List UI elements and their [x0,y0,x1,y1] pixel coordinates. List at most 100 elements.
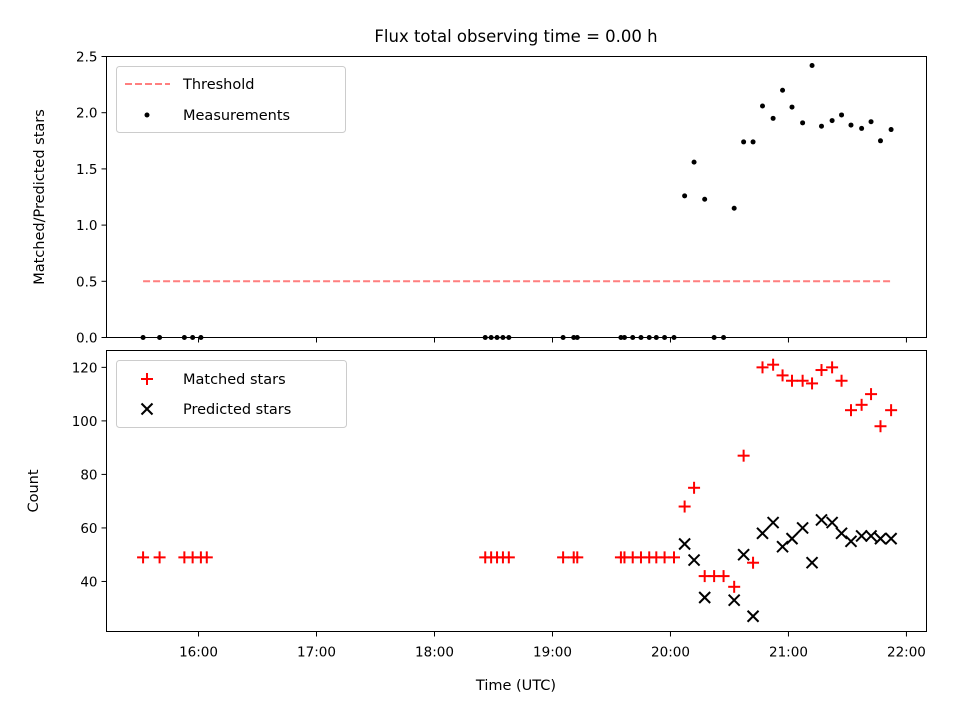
measurement-point [770,115,776,121]
matched-star-point [678,500,691,513]
top-y-axis: 0.0 0.5 1.0 1.5 2.0 2.5 [76,50,107,347]
measurement-point [789,104,795,110]
matched-star-point [137,551,150,564]
x-tick-label: 16:00 [179,645,218,661]
x-tick-label: 18:00 [415,645,454,661]
bottom-legend-box [116,360,347,428]
top-y-tick-label: 1.0 [76,218,97,234]
measurement-point [760,103,765,109]
top-y-tick-label: 2.0 [76,106,97,122]
top-axes-frame [106,56,927,338]
matched-star-point [785,374,798,387]
predicted-star-point [825,516,839,529]
predicted-star-point [785,532,799,545]
matched-star-point [557,551,570,564]
measurement-point [877,138,883,144]
matched-star-point [885,404,898,417]
predicted-star-point [698,591,711,604]
matched-star-point [767,358,780,371]
matched-legend-label: Matched stars [183,372,286,388]
bottom-plot-area [137,358,898,623]
predicted-star-point [884,532,898,545]
matched-star-point [796,374,809,387]
predicted-star-point [766,516,780,529]
measurement-point [839,112,845,118]
chart-title: Flux total observing time = 0.00 h [374,27,657,46]
matched-legend-marker [141,373,153,385]
matched-star-point [806,377,819,390]
measurement-point [741,139,747,145]
bottom-legend: Matched stars Predicted stars [116,360,347,428]
threshold-legend-label: Threshold [182,77,254,93]
measurement-point [868,119,874,125]
predicted-star-point [855,529,868,543]
bottom-y-tick-label: 60 [80,521,97,537]
matched-star-point [874,420,887,433]
predicted-star-point [737,548,750,561]
top-legend: Threshold Measurements [116,66,346,133]
matched-star-point [717,570,730,583]
predicted-star-point [815,513,828,527]
top-y-tick-label: 0.0 [76,331,97,347]
predicted-star-point [746,610,760,623]
matched-star-point [737,449,750,462]
matched-star-point [776,369,789,382]
x-tick-label: 17:00 [297,645,336,661]
predicted-star-point [727,593,741,607]
matched-star-point [747,556,760,569]
bottom-y-axis-label: Count [26,469,42,512]
bottom-axes-frame [106,350,927,632]
top-y-tick-label: 0.5 [76,274,97,290]
x-tick-label: 19:00 [533,645,572,661]
matched-star-point [200,551,213,564]
measurement-point [682,193,688,199]
measurement-point [848,122,854,128]
top-legend-box [116,66,346,133]
matched-star-point [815,364,828,377]
bottom-y-axis: 40 60 80 100 120 [72,360,107,590]
x-tick-label: 22:00 [887,645,926,661]
x-tick-label: 21:00 [769,645,808,661]
predicted-star-point [805,556,819,569]
bottom-y-tick-label: 80 [80,467,97,483]
predicted-star-point [864,529,878,543]
matched-star-point [855,398,868,411]
matched-star-point [756,361,769,374]
predicted-star-point [844,535,858,548]
predicted-star-point [687,553,701,567]
predicted-legend-marker [140,402,154,416]
measurement-point [888,127,894,133]
predicted-star-point [756,527,769,540]
matched-star-point [728,580,741,593]
measurement-point [800,120,806,126]
top-y-axis-label: Matched/Predicted stars [32,109,48,285]
matched-star-point [826,361,839,374]
predicted-star-point [874,532,887,545]
bottom-x-axis: 16:00 17:00 18:00 19:00 20:00 21:00 22:00 [179,631,926,661]
top-x-axis [198,337,907,343]
x-tick-label: 20:00 [651,645,690,661]
matched-star-point [502,551,515,564]
measurement-point [750,139,756,145]
predicted-legend-label: Predicted stars [183,402,291,418]
measurement-point [818,123,824,129]
predicted-star-point [678,537,691,551]
top-y-tick-label: 1.5 [76,162,97,178]
matched-star-point [865,388,878,401]
measurements-legend-marker [144,112,150,118]
measurement-point [731,205,737,211]
matched-star-point [835,374,848,387]
measurements-legend-label: Measurements [183,108,290,124]
bottom-y-tick-label: 40 [80,574,97,590]
measurement-point [691,159,697,165]
bottom-y-tick-label: 120 [72,360,98,376]
matched-star-point [571,551,584,564]
measurement-point [702,196,708,202]
measurement-point [859,125,865,131]
matched-star-point [688,481,701,494]
matched-star-point [668,551,681,564]
top-y-tick-label: 2.5 [76,50,97,66]
matched-star-point [153,551,166,564]
predicted-star-point [796,521,809,535]
